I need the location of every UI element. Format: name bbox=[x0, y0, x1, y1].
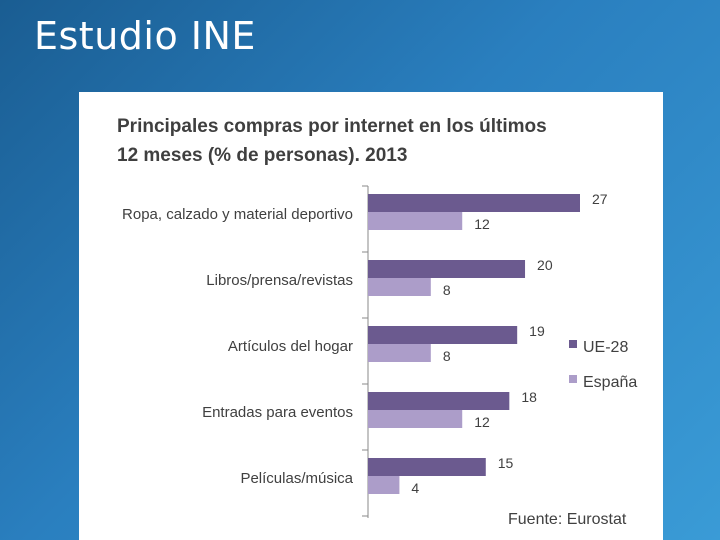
bar-espana bbox=[368, 278, 431, 296]
data-label-ue28: 18 bbox=[521, 389, 537, 405]
chart-title-line-1: Principales compras por internet en los … bbox=[117, 116, 547, 137]
category-label: Ropa, calzado y material deportivo bbox=[122, 206, 353, 223]
data-label-ue28: 19 bbox=[529, 323, 545, 339]
category-label: Artículos del hogar bbox=[228, 338, 353, 355]
legend: UE-28 España bbox=[569, 339, 637, 391]
plot-area: Ropa, calzado y material deportivo 27 12 Li… bbox=[122, 185, 608, 518]
legend-label-espana: España bbox=[583, 374, 637, 391]
chart-title-line-2: 12 meses (% de personas). 2013 bbox=[117, 145, 407, 166]
data-label-espana: 4 bbox=[411, 480, 419, 496]
bar-espana bbox=[368, 212, 463, 230]
bar-ue28 bbox=[368, 392, 510, 410]
category-label: Entradas para eventos bbox=[202, 404, 353, 421]
category-label: Películas/música bbox=[240, 470, 353, 487]
bar-ue28 bbox=[368, 260, 526, 278]
bar-ue28 bbox=[368, 194, 580, 212]
data-label-espana: 8 bbox=[443, 348, 451, 364]
data-label-ue28: 15 bbox=[498, 455, 514, 471]
legend-label-ue28: UE-28 bbox=[583, 339, 628, 356]
bar-ue28 bbox=[368, 458, 486, 476]
bar-chart: Principales compras por internet en los … bbox=[117, 116, 637, 528]
bar-ue28 bbox=[368, 326, 518, 344]
legend-swatch-ue28 bbox=[569, 340, 577, 348]
bar-espana bbox=[368, 476, 400, 494]
data-label-ue28: 20 bbox=[537, 257, 553, 273]
data-label-ue28: 27 bbox=[592, 191, 608, 207]
category-label: Libros/prensa/revistas bbox=[206, 272, 353, 289]
chart-panel: Principales compras por internet en los … bbox=[79, 92, 663, 540]
chart-source: Fuente: Eurostat bbox=[508, 511, 627, 528]
slide-title: Estudio INE bbox=[34, 14, 256, 58]
bar-espana bbox=[368, 410, 463, 428]
data-label-espana: 12 bbox=[474, 414, 490, 430]
legend-swatch-espana bbox=[569, 375, 577, 383]
data-label-espana: 12 bbox=[474, 216, 490, 232]
bar-espana bbox=[368, 344, 431, 362]
data-label-espana: 8 bbox=[443, 282, 451, 298]
